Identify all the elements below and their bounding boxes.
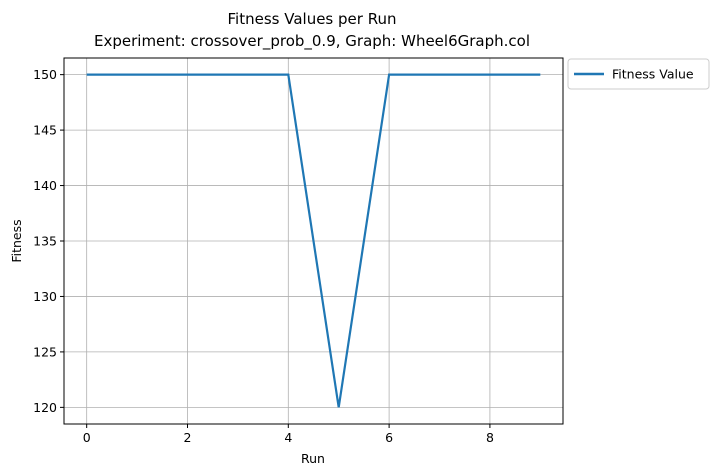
y-axis-ticks: 120 125 130 135 140 145 150 bbox=[33, 67, 64, 415]
x-tick-label: 2 bbox=[184, 430, 192, 445]
legend-box bbox=[567, 58, 710, 90]
x-tick-label: 8 bbox=[486, 430, 494, 445]
y-tick-label: 150 bbox=[33, 67, 57, 82]
y-tick-label: 120 bbox=[33, 400, 57, 415]
series-line bbox=[86, 73, 541, 408]
y-axis-label: Fitness bbox=[9, 219, 24, 262]
y-tick-label: 130 bbox=[33, 289, 57, 304]
x-tick-label: 4 bbox=[284, 430, 292, 445]
x-axis-ticks: 0 2 4 6 8 bbox=[83, 424, 494, 445]
x-tick-label: 0 bbox=[83, 430, 91, 445]
series-layer bbox=[86, 73, 541, 408]
y-tick-label: 140 bbox=[33, 178, 57, 193]
legend: Fitness Value bbox=[567, 58, 710, 90]
x-axis-label: Run bbox=[301, 451, 325, 466]
legend-label: Fitness Value bbox=[612, 67, 694, 82]
y-tick-label: 125 bbox=[33, 344, 57, 359]
y-tick-label: 135 bbox=[33, 234, 57, 249]
x-tick-label: 6 bbox=[385, 430, 393, 445]
chart-subtitle: Experiment: crossover_prob_0.9, Graph: W… bbox=[94, 32, 530, 51]
chart-title: Fitness Values per Run bbox=[228, 10, 397, 28]
y-tick-label: 145 bbox=[33, 123, 57, 138]
